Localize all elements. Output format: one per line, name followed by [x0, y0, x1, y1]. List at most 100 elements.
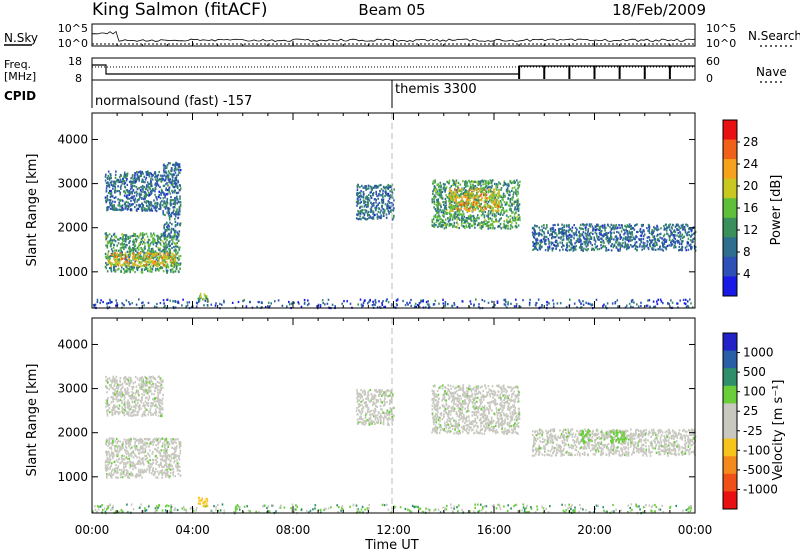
heatmap-cell	[117, 190, 119, 192]
heatmap-cell	[124, 186, 126, 188]
heatmap-cell	[636, 249, 638, 251]
heatmap-cell	[109, 184, 111, 186]
heatmap-cell	[388, 210, 390, 212]
heatmap-cell	[491, 301, 493, 303]
heatmap-cell	[432, 200, 434, 202]
heatmap-cell	[588, 238, 590, 240]
heatmap-cell	[447, 217, 449, 219]
heatmap-cell	[613, 238, 615, 240]
heatmap-cell	[440, 184, 442, 186]
heatmap-cell	[170, 472, 172, 474]
heatmap-cell	[139, 193, 141, 195]
freq-tick-bottom: 8	[75, 72, 82, 85]
heatmap-cell	[651, 229, 653, 231]
heatmap-cell	[440, 209, 442, 211]
heatmap-cell	[631, 239, 633, 241]
heatmap-cell	[343, 300, 345, 302]
heatmap-cell	[166, 465, 168, 467]
heatmap-cell	[119, 200, 121, 202]
heatmap-cell	[175, 177, 177, 179]
heatmap-cell	[484, 203, 486, 205]
heatmap-cell	[178, 210, 180, 212]
heatmap-cell	[178, 165, 180, 167]
heatmap-cell	[545, 239, 547, 241]
heatmap-cell	[551, 237, 553, 239]
heatmap-cell	[140, 463, 142, 465]
heatmap-cell	[175, 442, 177, 444]
heatmap-cell	[121, 258, 123, 260]
heatmap-cell	[166, 267, 168, 269]
heatmap-cell	[643, 235, 645, 237]
heatmap-cell	[113, 181, 115, 183]
heatmap-cell	[514, 180, 516, 182]
heatmap-cell	[126, 178, 128, 180]
heatmap-cell	[149, 188, 151, 190]
heatmap-cell	[608, 249, 610, 251]
heatmap-cell	[593, 236, 595, 238]
heatmap-cell	[161, 477, 163, 479]
heatmap-cell	[484, 216, 486, 218]
heatmap-cell	[452, 207, 454, 209]
heatmap-cell	[182, 299, 184, 301]
heatmap-cell	[130, 209, 132, 211]
heatmap-cell	[690, 302, 692, 304]
heatmap-cell	[149, 205, 151, 207]
heatmap-cell	[464, 227, 466, 229]
heatmap-cell	[157, 247, 159, 249]
heatmap-cell	[109, 460, 111, 462]
heatmap-cell	[568, 241, 570, 243]
heatmap-cell	[489, 217, 491, 219]
heatmap-cell	[106, 264, 108, 266]
heatmap-cell	[664, 241, 666, 243]
heatmap-cell	[443, 204, 445, 206]
heatmap-cell	[166, 265, 168, 267]
heatmap-cell	[444, 222, 446, 224]
heatmap-cell	[438, 208, 440, 210]
heatmap-cell	[131, 260, 133, 262]
heatmap-cell	[106, 303, 108, 305]
heatmap-cell	[469, 215, 471, 217]
heatmap-cell	[472, 215, 474, 217]
heatmap-cell	[115, 240, 117, 242]
heatmap-cell	[114, 440, 116, 442]
heatmap-cell	[157, 179, 159, 181]
heatmap-cell	[150, 233, 152, 235]
heatmap-cell	[447, 212, 449, 214]
heatmap-cell	[134, 201, 136, 203]
heatmap-cell	[120, 237, 122, 239]
heatmap-cell	[361, 304, 363, 306]
heatmap-cell	[149, 252, 151, 254]
heatmap-cell	[154, 183, 156, 185]
heatmap-cell	[152, 444, 154, 446]
heatmap-cell	[128, 301, 130, 303]
heatmap-cell	[619, 250, 621, 252]
heatmap-cell	[160, 192, 162, 194]
heatmap-cell	[135, 264, 137, 266]
heatmap-cell	[514, 186, 516, 188]
heatmap-cell	[368, 211, 370, 213]
heatmap-cell	[560, 232, 562, 234]
heatmap-cell	[576, 240, 578, 242]
heatmap-cell	[158, 249, 160, 251]
heatmap-cell	[327, 303, 329, 305]
heatmap-cell	[582, 243, 584, 245]
heatmap-cell	[111, 470, 113, 472]
heatmap-cell	[686, 234, 688, 236]
heatmap-cell	[162, 210, 164, 212]
heatmap-cell	[461, 188, 463, 190]
heatmap-cell	[660, 227, 662, 229]
heatmap-cell	[108, 192, 110, 194]
heatmap-cell	[577, 238, 579, 240]
heatmap-cell	[168, 162, 170, 164]
heatmap-cell	[488, 302, 490, 304]
heatmap-cell	[479, 189, 481, 191]
heatmap-cell	[498, 220, 500, 222]
heatmap-cell	[469, 210, 471, 212]
heatmap-cell	[626, 231, 628, 233]
heatmap-cell	[175, 200, 177, 202]
heatmap-cell	[370, 211, 372, 213]
heatmap-cell	[504, 303, 506, 305]
heatmap-cell	[105, 174, 107, 176]
heatmap-cell	[510, 215, 512, 217]
heatmap-cell	[116, 459, 118, 461]
